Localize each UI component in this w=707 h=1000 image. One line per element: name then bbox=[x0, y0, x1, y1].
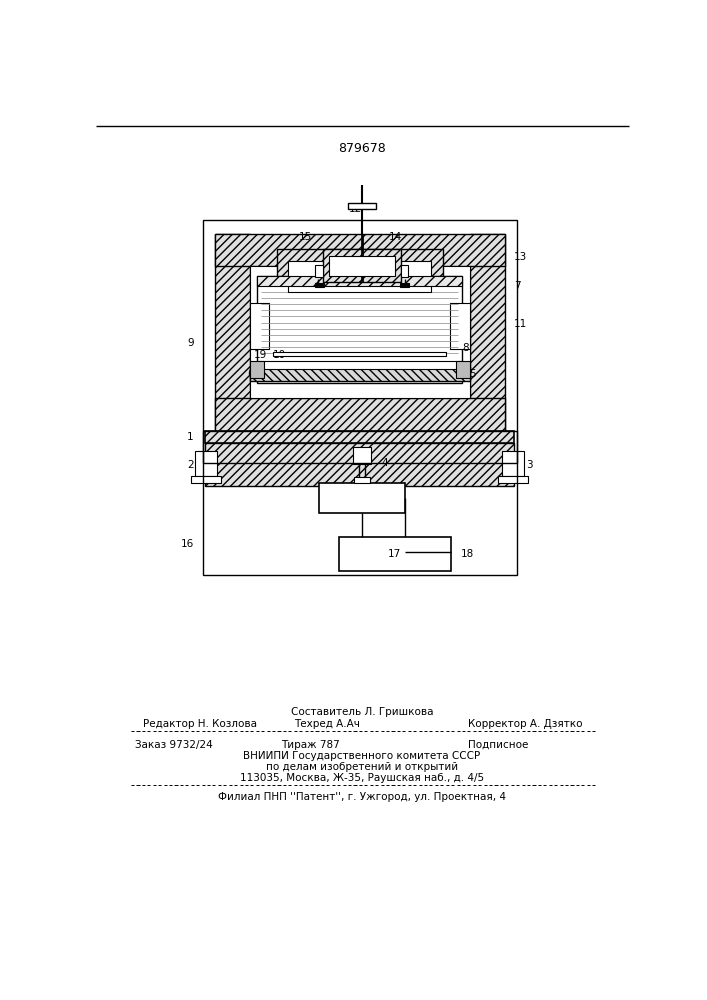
Bar bbox=[215, 398, 505, 433]
Text: 15: 15 bbox=[298, 232, 312, 242]
Bar bbox=[206, 443, 514, 486]
Text: 9: 9 bbox=[187, 338, 194, 348]
Text: Филиал ПНП ''Патент'', г. Ужгород, ул. Проектная, 4: Филиал ПНП ''Патент'', г. Ужгород, ул. П… bbox=[218, 792, 506, 802]
Bar bbox=[273, 352, 446, 356]
Bar bbox=[288, 261, 431, 292]
Text: Заказ 9732/24: Заказ 9732/24 bbox=[135, 740, 213, 750]
Bar bbox=[450, 303, 469, 349]
Text: 2: 2 bbox=[187, 460, 194, 470]
Bar bbox=[195, 451, 217, 476]
Bar bbox=[315, 265, 323, 277]
Bar bbox=[315, 283, 324, 287]
Bar bbox=[502, 451, 524, 476]
Text: 1: 1 bbox=[187, 432, 194, 442]
Text: 10: 10 bbox=[273, 350, 286, 360]
Text: 19: 19 bbox=[254, 350, 267, 360]
Bar bbox=[192, 476, 221, 483]
Bar bbox=[339, 537, 451, 571]
Text: Составитель Л. Гришкова: Составитель Л. Гришкова bbox=[291, 707, 433, 717]
Text: 11: 11 bbox=[514, 319, 527, 329]
Bar bbox=[498, 476, 528, 483]
Text: Редактор Н. Козлова: Редактор Н. Козлова bbox=[143, 719, 257, 729]
Bar bbox=[250, 303, 269, 349]
Text: Тираж 787: Тираж 787 bbox=[281, 740, 339, 750]
Bar bbox=[257, 276, 462, 286]
Bar bbox=[203, 431, 517, 575]
Text: Подписное: Подписное bbox=[468, 740, 529, 750]
Bar bbox=[456, 361, 469, 378]
Bar bbox=[401, 265, 409, 277]
Text: 16: 16 bbox=[180, 539, 194, 549]
Bar bbox=[348, 203, 376, 209]
Bar bbox=[329, 256, 395, 276]
Bar bbox=[215, 234, 505, 266]
Text: 879678: 879678 bbox=[338, 142, 386, 155]
Bar bbox=[206, 431, 514, 443]
Text: 113035, Москва, Ж-35, Раушская наб., д. 4/5: 113035, Москва, Ж-35, Раушская наб., д. … bbox=[240, 773, 484, 783]
Text: 17: 17 bbox=[388, 549, 401, 559]
Bar bbox=[400, 283, 409, 287]
Text: 5: 5 bbox=[469, 369, 477, 379]
Bar bbox=[215, 234, 250, 433]
Bar bbox=[250, 367, 469, 381]
Bar bbox=[257, 276, 462, 383]
Bar bbox=[469, 234, 505, 433]
Text: Техред А.Ач: Техред А.Ач bbox=[293, 719, 360, 729]
Bar bbox=[203, 220, 517, 463]
Text: 13: 13 bbox=[514, 252, 527, 262]
Text: ВНИИПИ Государственного комитета СССР: ВНИИПИ Государственного комитета СССР bbox=[243, 751, 481, 761]
Text: 12: 12 bbox=[349, 204, 362, 214]
Text: 4: 4 bbox=[381, 458, 388, 468]
Bar bbox=[320, 483, 404, 513]
Bar bbox=[354, 477, 370, 483]
Bar bbox=[353, 447, 371, 464]
Text: по делам изобретений и открытий: по делам изобретений и открытий bbox=[266, 762, 458, 772]
Text: 7: 7 bbox=[514, 281, 520, 291]
Text: 8: 8 bbox=[462, 343, 469, 353]
Bar bbox=[257, 361, 462, 369]
Text: 18: 18 bbox=[460, 549, 474, 559]
Text: 3: 3 bbox=[526, 460, 533, 470]
Bar bbox=[250, 361, 264, 378]
Bar bbox=[276, 249, 443, 292]
Text: 14: 14 bbox=[389, 232, 402, 242]
Text: 6: 6 bbox=[247, 369, 253, 379]
Text: Корректор А. Дзятко: Корректор А. Дзятко bbox=[468, 719, 583, 729]
Bar bbox=[323, 249, 401, 282]
Bar bbox=[250, 266, 469, 398]
